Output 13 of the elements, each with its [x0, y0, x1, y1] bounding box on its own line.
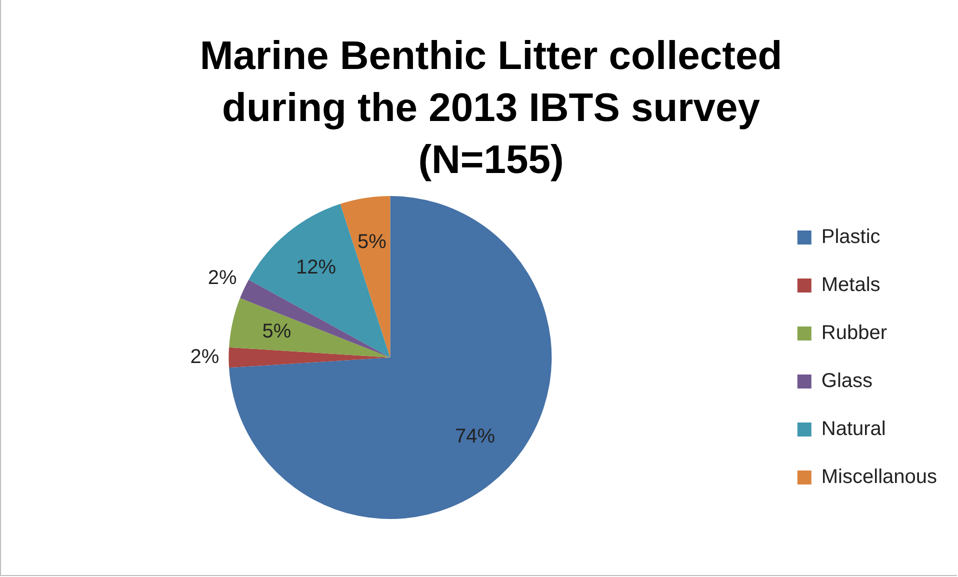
legend-label: Metals [821, 274, 880, 296]
legend-label: Plastic [821, 226, 880, 248]
legend-label: Miscellanous [821, 466, 938, 488]
data-label: 5% [262, 320, 292, 343]
data-label: 5% [358, 231, 387, 254]
legend-label: Natural [821, 418, 886, 440]
data-label: 2% [190, 346, 220, 368]
legend-label: Rubber [821, 322, 888, 344]
legend-label: Glass [821, 370, 873, 392]
data-label: 74% [454, 426, 496, 448]
chart-title: Marine Benthic Litter collected during the 2013 IBTS survey (N=155) [198, 33, 784, 184]
data-label: 12% [296, 256, 336, 278]
data-label: 2% [208, 267, 238, 290]
